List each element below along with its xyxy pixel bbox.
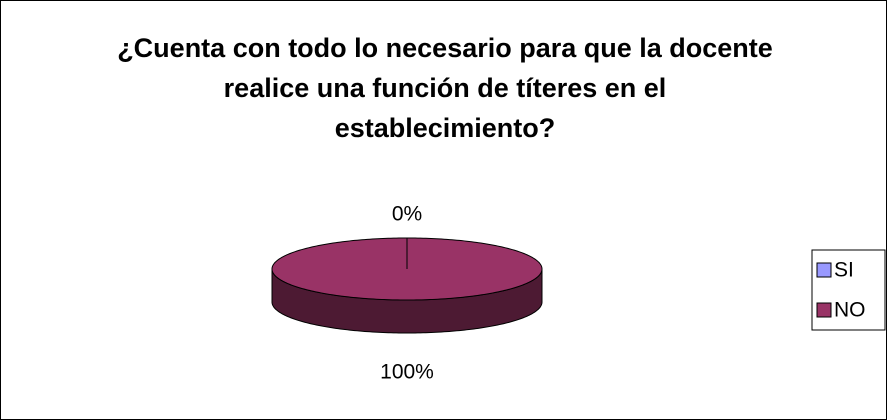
data-label: 100%: [380, 361, 434, 384]
pie-slice: [271, 237, 543, 301]
chart-title: ¿Cuenta con todo lo necesario para que l…: [117, 33, 773, 143]
legend-swatch: [816, 262, 832, 278]
data-label: 0%: [392, 203, 422, 226]
legend-label: NO: [834, 299, 866, 322]
legend-swatch: [816, 302, 832, 318]
legend-label: SI: [834, 259, 854, 282]
